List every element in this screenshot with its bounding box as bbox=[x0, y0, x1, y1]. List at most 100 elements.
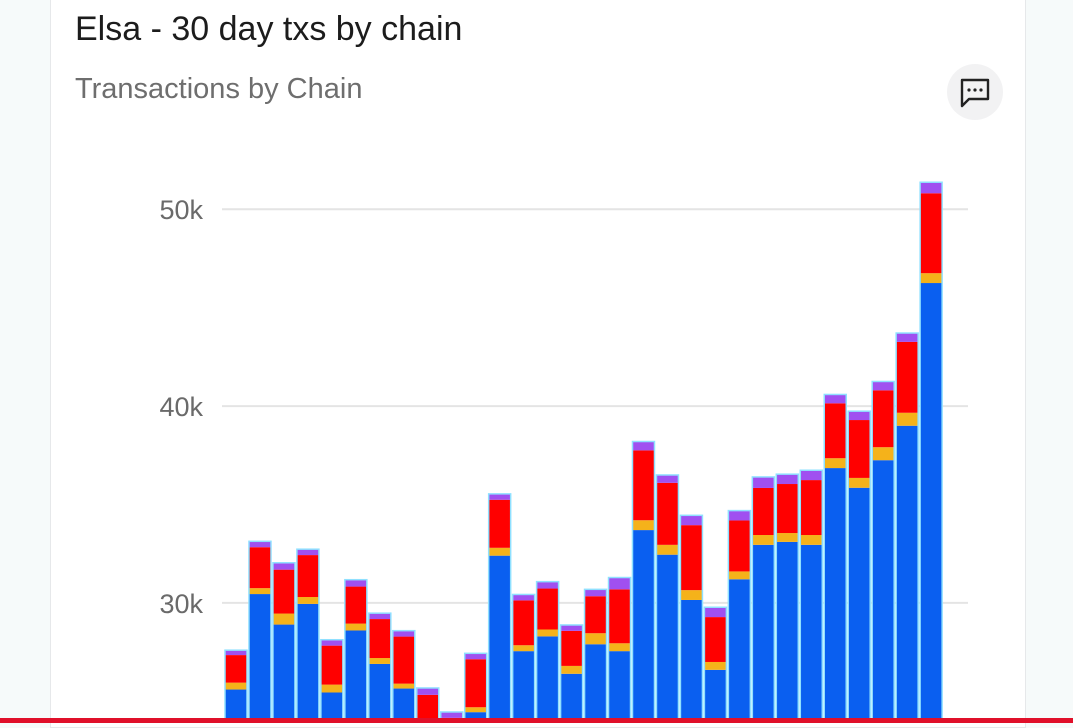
bar-segment bbox=[920, 283, 943, 723]
bar-segment bbox=[680, 525, 703, 591]
bar-outline bbox=[679, 514, 704, 723]
bar-stack[interactable] bbox=[224, 649, 248, 723]
bar-segment bbox=[632, 530, 655, 723]
bar-segment bbox=[560, 665, 583, 674]
bar-segment bbox=[296, 549, 319, 556]
bar-outline bbox=[344, 578, 368, 723]
bar-segment bbox=[704, 607, 727, 618]
bar-stack[interactable] bbox=[511, 593, 536, 723]
bar-stack[interactable] bbox=[607, 576, 632, 723]
bar-segment bbox=[752, 535, 775, 545]
y-tick-label: 30k bbox=[159, 589, 203, 619]
bar-segment bbox=[344, 630, 367, 723]
bar-segment bbox=[536, 629, 559, 637]
bar-stack[interactable] bbox=[895, 332, 919, 723]
bar-segment bbox=[848, 487, 871, 723]
bar-segment bbox=[896, 425, 919, 723]
bar-outline bbox=[655, 474, 680, 723]
bar-stack[interactable] bbox=[248, 540, 272, 723]
bar-segment bbox=[824, 394, 847, 404]
bar-outline bbox=[799, 469, 824, 723]
bar-segment bbox=[320, 684, 343, 693]
bar-outline bbox=[463, 652, 488, 723]
bar-segment bbox=[776, 474, 799, 485]
bar-segment bbox=[872, 460, 895, 723]
bar-segment bbox=[392, 688, 415, 723]
bar-segment bbox=[392, 636, 415, 684]
bar-segment bbox=[728, 571, 751, 580]
bar-stack[interactable] bbox=[272, 562, 296, 723]
bar-segment bbox=[824, 468, 847, 723]
bar-stack[interactable] bbox=[751, 476, 776, 723]
bar-stack[interactable] bbox=[583, 588, 608, 723]
bar-stack[interactable] bbox=[559, 624, 584, 723]
bar-outline bbox=[895, 332, 919, 723]
bar-outline bbox=[751, 476, 776, 723]
chart-title: Elsa - 30 day txs by chain bbox=[75, 10, 463, 48]
y-tick-label: 50k bbox=[159, 195, 203, 225]
bar-stack[interactable] bbox=[463, 652, 488, 723]
bar-segment bbox=[272, 569, 295, 614]
bar-stack[interactable] bbox=[535, 580, 560, 723]
bar-segment bbox=[560, 673, 583, 723]
bar-segment bbox=[680, 590, 703, 600]
bar-segment bbox=[752, 487, 775, 536]
bar-outline bbox=[871, 380, 895, 723]
bar-segment bbox=[320, 645, 343, 685]
bar-segment bbox=[656, 544, 679, 555]
bar-stack[interactable] bbox=[919, 181, 943, 723]
bar-segment bbox=[248, 594, 271, 723]
bar-stack[interactable] bbox=[416, 687, 440, 723]
bar-segment bbox=[464, 653, 487, 660]
bar-segment bbox=[225, 689, 247, 723]
bar-stack[interactable] bbox=[296, 548, 320, 723]
bar-segment bbox=[920, 273, 943, 284]
bar-stack[interactable] bbox=[823, 393, 847, 723]
bar-outline bbox=[368, 612, 392, 723]
comment-button[interactable] bbox=[947, 64, 1003, 120]
bar-outline bbox=[296, 548, 320, 723]
bar-stack[interactable] bbox=[703, 606, 728, 723]
bar-segment bbox=[488, 499, 511, 548]
bar-segment bbox=[728, 510, 751, 521]
bar-stack[interactable] bbox=[727, 509, 752, 723]
bar-stack[interactable] bbox=[679, 514, 704, 723]
bar-segment bbox=[344, 586, 367, 624]
bar-stack[interactable] bbox=[392, 629, 416, 723]
bar-stack[interactable] bbox=[847, 410, 871, 723]
bar-segment bbox=[776, 533, 799, 542]
bar-stack[interactable] bbox=[344, 578, 368, 723]
bar-segment bbox=[392, 683, 415, 689]
bar-segment bbox=[608, 651, 631, 723]
bar-stack[interactable] bbox=[320, 638, 344, 723]
bar-segment bbox=[225, 655, 247, 683]
bar-segment bbox=[920, 182, 943, 194]
bar-segment bbox=[560, 630, 583, 666]
chart-subtitle: Transactions by Chain bbox=[75, 73, 363, 105]
bar-outline bbox=[272, 562, 296, 723]
bar-outline bbox=[919, 181, 943, 723]
bar-segment bbox=[296, 555, 319, 598]
bar-outline bbox=[392, 629, 416, 723]
bar-segment bbox=[488, 493, 511, 500]
bar-segment bbox=[824, 403, 847, 459]
bar-outline bbox=[487, 493, 512, 723]
bar-stack[interactable] bbox=[775, 473, 800, 723]
bar-stack[interactable] bbox=[487, 493, 512, 723]
bar-segment bbox=[776, 484, 799, 534]
bar-segment bbox=[584, 589, 607, 597]
bar-segment bbox=[225, 682, 247, 690]
bar-stack[interactable] bbox=[799, 469, 824, 723]
bar-segment bbox=[872, 390, 895, 448]
bar-segment bbox=[464, 707, 487, 713]
bar-segment bbox=[248, 547, 271, 589]
bar-segment bbox=[368, 613, 391, 620]
bar-outline bbox=[535, 580, 560, 723]
bar-stack[interactable] bbox=[368, 612, 392, 723]
bar-segment bbox=[584, 596, 607, 634]
bar-segment bbox=[512, 594, 535, 601]
bar-stack[interactable] bbox=[655, 474, 680, 723]
bar-stack[interactable] bbox=[631, 440, 656, 724]
bar-stack[interactable] bbox=[871, 380, 895, 723]
bar-segment bbox=[584, 644, 607, 723]
